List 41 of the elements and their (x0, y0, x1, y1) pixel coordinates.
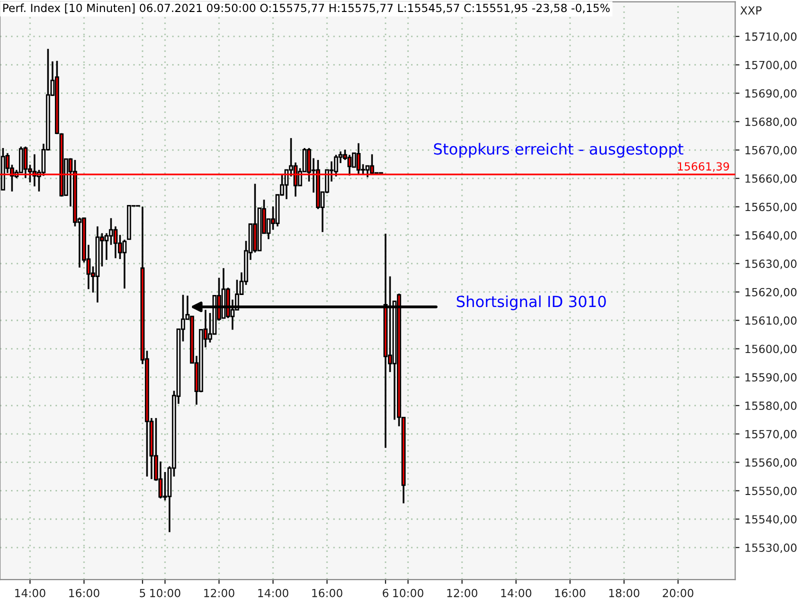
y-tick-label: 15630,00 (745, 260, 797, 270)
y-tick-label: 15560,00 (745, 458, 797, 468)
candlestick (365, 165, 370, 178)
x-tick-label: 12:00 (447, 588, 478, 598)
y-tick-label: 15550,00 (745, 486, 797, 496)
y-tick-label: 15610,00 (745, 316, 797, 326)
x-tick-label: 10:00 (393, 588, 424, 598)
x-tick-label: 5 (140, 588, 146, 598)
annotation: Shortsignal ID 3010 (456, 295, 606, 310)
y-tick-label: 15570,00 (745, 430, 797, 440)
y-tick-label: 15710,00 (745, 32, 797, 42)
x-tick-label: 10:00 (150, 588, 180, 598)
x-tick-label: 18:00 (609, 588, 640, 598)
y-tick-label: 15580,00 (745, 402, 797, 412)
x-tick-label: 14:00 (501, 588, 532, 598)
y-tick-label: 15600,00 (745, 344, 797, 354)
x-tick-label: 14:00 (15, 588, 46, 598)
chart-title: Perf. Index [10 Minuten] 06.07.2021 09:50:00 O:15575,77 H:15575,77 L:15545,57 C:15551,95 -23,58 -0,15% (3, 4, 610, 14)
x-tick-label: 16:00 (312, 588, 342, 598)
y-tick-label: 15640,00 (745, 231, 797, 241)
y-tick-label: 15530,00 (745, 543, 797, 554)
y-tick-label: 15660,00 (745, 174, 797, 184)
y-tick-label: 15540,00 (745, 515, 797, 525)
x-tick-label: 12:00 (204, 588, 234, 598)
text: XXP (740, 6, 762, 14)
x-tick-label: 16:00 (69, 588, 100, 598)
y-tick-label: 15680,00 (745, 118, 797, 128)
candlestick (18, 146, 24, 174)
y-tick-label: 15620,00 (745, 288, 797, 298)
x-tick-label: 16:00 (555, 588, 586, 598)
y-tick-label: 15700,00 (745, 60, 797, 70)
y-tick-label: 15690,00 (745, 89, 797, 99)
x-tick-label: 20:00 (662, 588, 694, 598)
y-tick-label: 15590,00 (745, 373, 797, 383)
annotation: Stoppkurs erreicht - ausgestoppt (434, 142, 684, 158)
ref-line-label: 15661,39 (678, 162, 730, 172)
x-tick-label: 6 (382, 588, 388, 598)
candlestick (334, 154, 338, 178)
y-tick-label: 15650,00 (745, 202, 797, 212)
x-tick-label: 14:00 (258, 588, 288, 598)
y-tick-label: 15670,00 (745, 146, 797, 156)
